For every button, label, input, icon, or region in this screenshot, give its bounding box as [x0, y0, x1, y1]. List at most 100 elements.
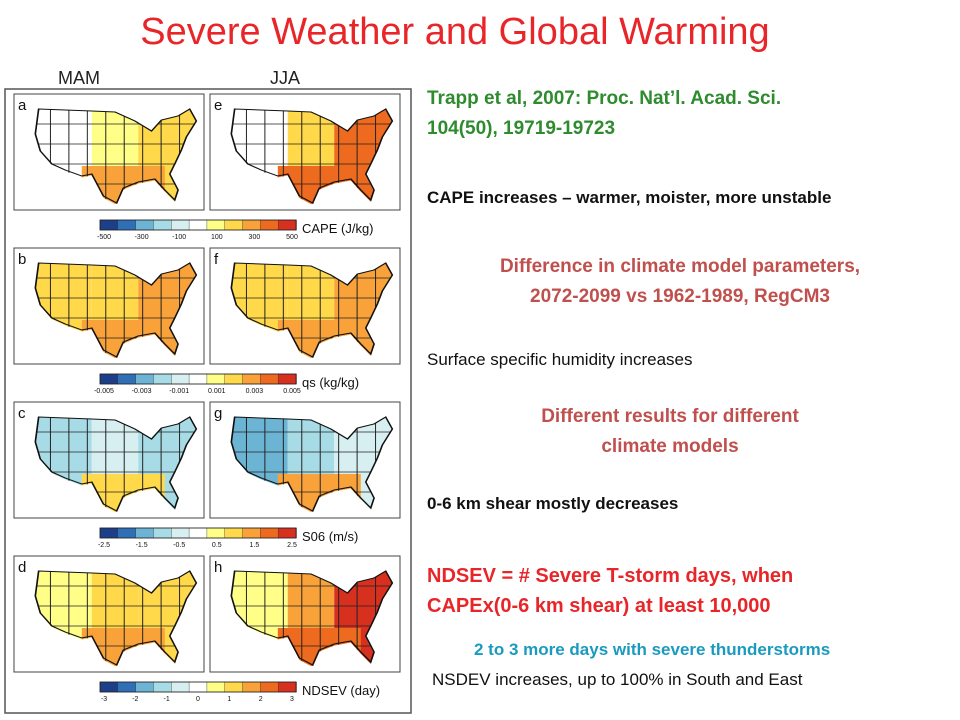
colorbar-swatch — [117, 373, 137, 385]
colorbar-swatch — [188, 373, 208, 385]
colorbar-0 — [99, 219, 297, 231]
colorbar-tick: 0.003 — [246, 388, 264, 395]
colorbar-tick: 100 — [211, 234, 223, 241]
colorbar-swatch — [277, 219, 297, 231]
note-ndsev-line-2: CAPEx(0-6 km shear) at least 10,000 — [427, 595, 771, 617]
colorbar-tick: -100 — [172, 234, 186, 241]
colorbar-swatch — [206, 527, 226, 539]
panel-letter-b: b — [18, 251, 26, 268]
colorbar-tick: 1 — [227, 696, 231, 703]
colorbar-swatch — [188, 681, 208, 693]
colorbar-swatch — [153, 219, 172, 231]
colorbar-swatch — [206, 219, 226, 231]
colorbar-swatch — [135, 373, 155, 385]
colorbar-swatch — [135, 219, 155, 231]
note-model-difference-line-1: Difference in climate model parameters, — [499, 256, 861, 277]
colorbar-tick: 300 — [249, 234, 261, 241]
note-shear: 0-6 km shear mostly decreases — [427, 494, 679, 513]
colorbar-swatch — [188, 527, 208, 539]
colorbar-swatch — [277, 527, 297, 539]
colorbar-tick: 2.5 — [287, 542, 297, 549]
colorbar-swatch — [117, 681, 137, 693]
colorbar-swatch — [171, 681, 190, 693]
colorbar-swatch — [153, 527, 172, 539]
panel-letter-g: g — [214, 405, 222, 422]
colorbar-swatch — [242, 681, 262, 693]
colorbar-swatch — [99, 527, 119, 539]
colorbar-swatch — [99, 373, 119, 385]
colorbar-tick: -1 — [164, 696, 170, 703]
reference-line-2: 104(50), 19719-19723 — [427, 118, 616, 139]
colorbar-label: S06 (m/s) — [302, 529, 358, 544]
note-nsdev-increase: NSDEV increases, up to 100% in South and… — [432, 670, 803, 689]
colorbar-swatch — [224, 681, 244, 693]
colorbar-tick: -0.5 — [173, 542, 185, 549]
colorbar-3 — [99, 681, 297, 693]
colorbar-swatch — [206, 681, 226, 693]
colorbar-swatch — [224, 373, 244, 385]
climate-model-figure: a e b f c g d h -500 -300 -100 100 300 500 CAPE (J/kg)… — [4, 88, 412, 714]
colorbar-swatch — [117, 527, 137, 539]
note-model-difference: Difference in climate model parameters, … — [430, 252, 930, 312]
note-different-models: Different results for different climate … — [420, 402, 920, 462]
note-cape: CAPE increases – warmer, moister, more u… — [427, 188, 832, 207]
colorbar-label: NDSEV (day) — [302, 683, 380, 698]
colorbar-2 — [99, 527, 297, 539]
colorbar-tick: 0.005 — [283, 388, 301, 395]
colorbar-swatch — [260, 373, 279, 385]
colorbar-tick: -300 — [135, 234, 149, 241]
colorbar-swatch — [188, 219, 208, 231]
colorbar-tick: -1.5 — [136, 542, 148, 549]
note-ndsev-line-1: NDSEV = # Severe T-storm days, when — [427, 565, 794, 587]
colorbar-swatch — [260, 681, 279, 693]
colorbar-swatch — [135, 681, 155, 693]
note-more-days: 2 to 3 more days with severe thunderstor… — [474, 640, 831, 659]
note-model-difference-line-2: 2072-2099 vs 1962-1989, RegCM3 — [530, 286, 830, 307]
colorbar-swatch — [242, 373, 262, 385]
colorbar-swatch — [242, 219, 262, 231]
colorbar-swatch — [224, 219, 244, 231]
colorbar-tick: 3 — [290, 696, 294, 703]
colorbar-swatch — [171, 219, 190, 231]
colorbar-swatch — [117, 219, 137, 231]
colorbar-label: CAPE (J/kg) — [302, 221, 374, 236]
colorbar-tick: -2 — [132, 696, 138, 703]
panel-letter-h: h — [214, 559, 222, 576]
colorbar-swatch — [99, 219, 119, 231]
colorbar-1 — [99, 373, 297, 385]
reference-citation: Trapp et al, 2007: Proc. Nat’l. Acad. Sc… — [427, 84, 927, 144]
colorbar-tick: 500 — [286, 234, 298, 241]
colorbar-swatch — [277, 373, 297, 385]
colorbar-tick: 0.001 — [208, 388, 226, 395]
colorbar-tick: -3 — [101, 696, 107, 703]
colorbar-swatch — [260, 219, 279, 231]
panel-letter-c: c — [18, 405, 26, 422]
reference-line-1: Trapp et al, 2007: Proc. Nat’l. Acad. Sc… — [427, 88, 782, 109]
colorbar-swatch — [277, 681, 297, 693]
colorbar-swatch — [206, 373, 226, 385]
colorbar-tick: 0.5 — [212, 542, 222, 549]
colorbar-tick: 1.5 — [250, 542, 260, 549]
colorbar-swatch — [242, 527, 262, 539]
note-different-models-line-2: climate models — [601, 436, 739, 457]
colorbar-tick: 0 — [196, 696, 200, 703]
colorbar-label: qs (kg/kg) — [302, 375, 359, 390]
panel-letter-e: e — [214, 97, 222, 114]
season-label-jja: JJA — [270, 68, 301, 88]
colorbar-tick: -0.001 — [169, 388, 189, 395]
panel-letter-a: a — [18, 97, 27, 114]
panel-letter-d: d — [18, 559, 26, 576]
colorbar-swatch — [171, 373, 190, 385]
colorbar-swatch — [153, 373, 172, 385]
panel-letter-f: f — [214, 251, 219, 268]
colorbar-tick: 2 — [259, 696, 263, 703]
colorbar-tick: -0.003 — [132, 388, 152, 395]
page-title: Severe Weather and Global Warming — [140, 11, 770, 53]
colorbar-swatch — [260, 527, 279, 539]
colorbar-tick: -0.005 — [94, 388, 114, 395]
colorbar-swatch — [224, 527, 244, 539]
colorbar-swatch — [135, 527, 155, 539]
season-label-mam: MAM — [58, 68, 100, 88]
colorbar-tick: -500 — [97, 234, 111, 241]
colorbar-swatch — [171, 527, 190, 539]
